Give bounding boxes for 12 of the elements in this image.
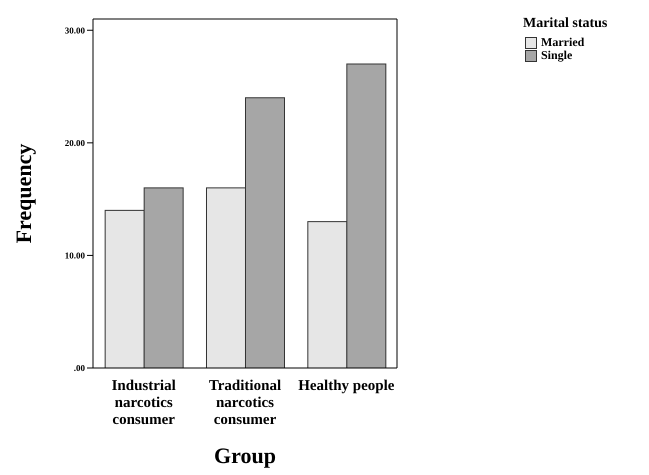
legend-title: Marital status <box>523 16 608 32</box>
y-tick-label: .00 <box>74 363 86 374</box>
legend-label: Single <box>540 48 574 62</box>
y-tick-label: 30.00 <box>64 25 86 36</box>
x-tick-label: Industrial narcotics consumer <box>112 378 176 428</box>
x-tick-label: Healthy people <box>298 378 395 394</box>
x-axis-title: Group <box>214 443 276 468</box>
x-tick-label: Traditional narcotics consumer <box>208 378 282 428</box>
y-axis-title: Frequency <box>10 144 36 244</box>
y-tick-label: 10.00 <box>64 250 86 261</box>
y-tick-label: 20.00 <box>64 138 86 148</box>
legend-label: Married <box>540 35 586 49</box>
